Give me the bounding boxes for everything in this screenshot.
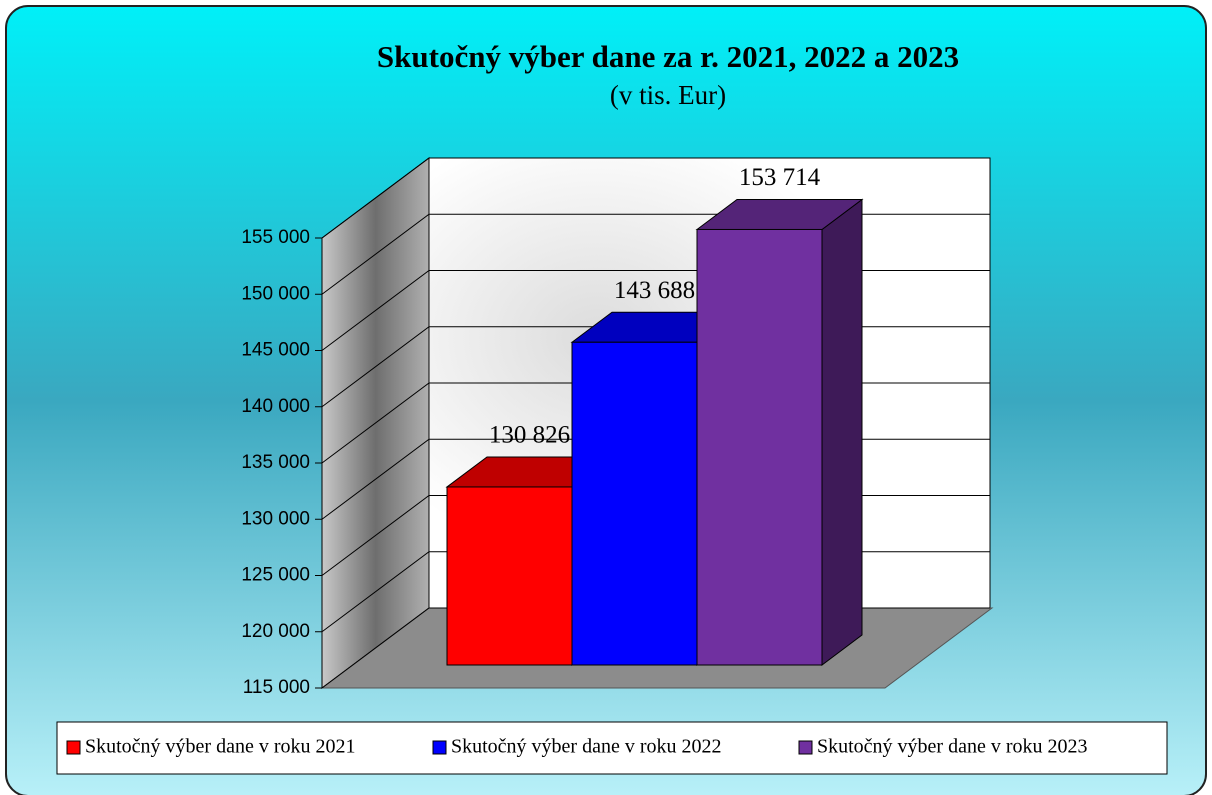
chart-subtitle: (v tis. Eur) bbox=[610, 80, 726, 110]
data-label: 153 714 bbox=[739, 164, 821, 191]
y-tick-label: 115 000 bbox=[243, 677, 310, 698]
legend-label: Skutočný výber dane v roku 2021 bbox=[85, 736, 356, 758]
y-tick-label: 130 000 bbox=[241, 508, 310, 529]
bar bbox=[571, 341, 698, 666]
y-tick-label: 140 000 bbox=[241, 396, 310, 417]
grid-line bbox=[321, 157, 990, 239]
bar bbox=[696, 228, 823, 666]
legend bbox=[56, 721, 1168, 775]
y-tick-label: 125 000 bbox=[241, 565, 310, 586]
y-tick-label: 150 000 bbox=[241, 283, 310, 304]
bar bbox=[446, 486, 573, 666]
legend-swatch bbox=[66, 740, 81, 755]
bar-side bbox=[821, 198, 863, 666]
data-label: 130 826 bbox=[489, 422, 570, 449]
legend-swatch bbox=[798, 740, 813, 755]
legend-label: Skutočný výber dane v roku 2022 bbox=[451, 736, 722, 758]
y-tick-label: 155 000 bbox=[241, 227, 310, 248]
chart-title: Skutočný výber dane za r. 2021, 2022 a 2… bbox=[377, 39, 959, 74]
data-label: 143 688 bbox=[614, 277, 695, 304]
y-tick-label: 145 000 bbox=[241, 340, 310, 361]
legend-label: Skutočný výber dane v roku 2023 bbox=[817, 736, 1088, 758]
y-tick-label: 120 000 bbox=[241, 621, 310, 642]
y-tick-label: 135 000 bbox=[241, 452, 310, 473]
legend-swatch bbox=[432, 740, 447, 755]
